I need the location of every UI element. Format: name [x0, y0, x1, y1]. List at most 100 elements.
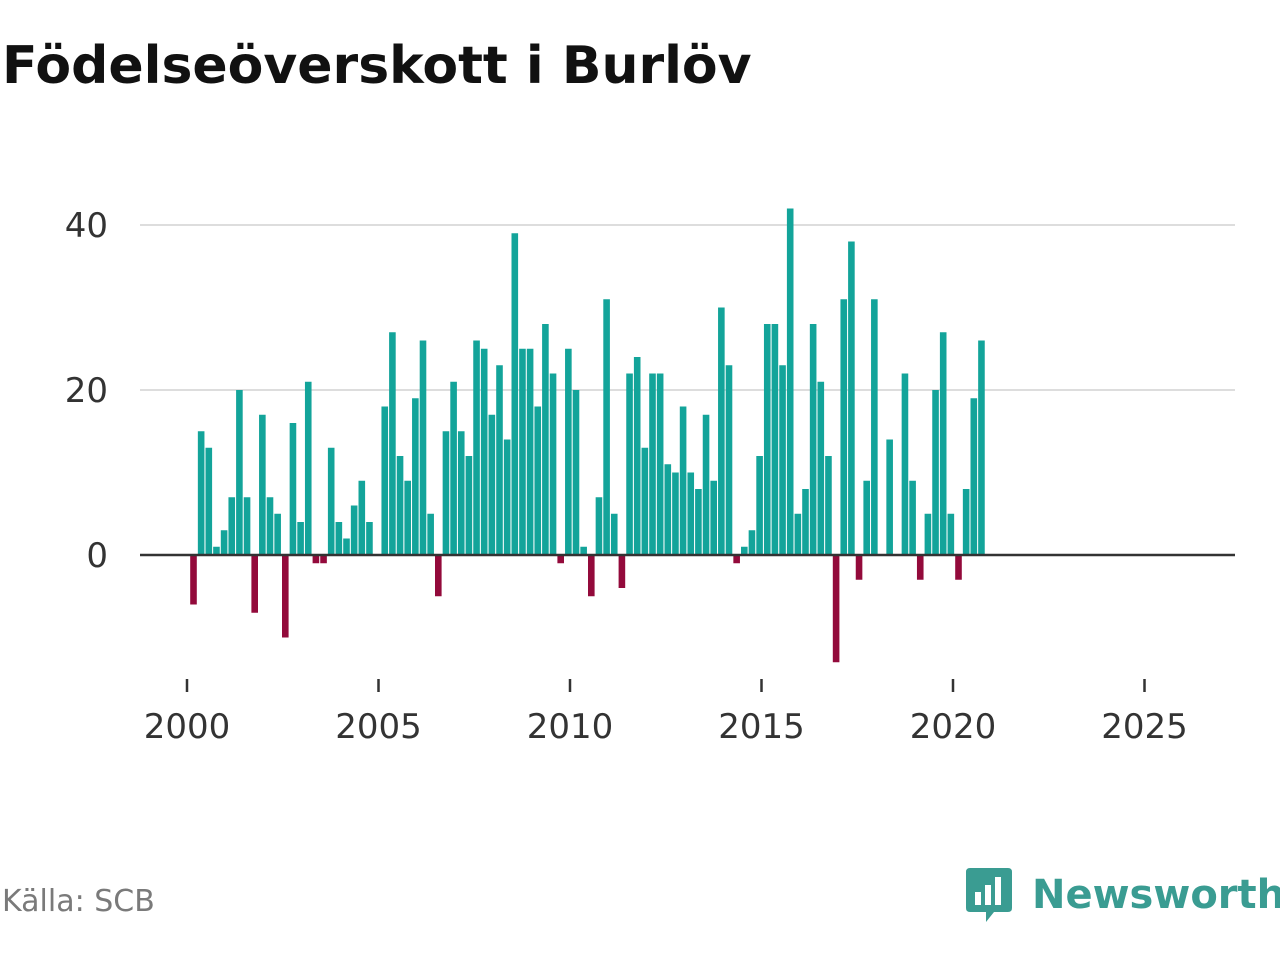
bar-positive: [672, 472, 679, 555]
bar-positive: [763, 324, 771, 555]
bar-negative: [282, 555, 289, 638]
bar-negative: [435, 555, 442, 597]
gridlines: [140, 224, 1235, 391]
bar-positive: [220, 530, 228, 555]
x-tick-label: 2000: [144, 707, 231, 747]
bar-positive: [748, 530, 756, 555]
bar-positive: [978, 340, 985, 555]
x-tick-label: 2005: [335, 707, 422, 747]
brand-logo: Newsworthy: [964, 866, 1280, 924]
chart-title: Födelseöverskott i Burlöv: [2, 36, 752, 96]
bar-positive: [503, 439, 511, 555]
bar-positive: [335, 522, 343, 555]
bar-positive: [274, 513, 281, 555]
bar-positive: [404, 480, 411, 555]
bar-positive: [534, 406, 542, 555]
bar-positive: [848, 241, 855, 555]
bar-positive: [649, 373, 656, 555]
bars: [190, 208, 985, 663]
bar-positive: [197, 431, 205, 555]
bar-positive: [457, 431, 465, 555]
bar-positive: [496, 365, 503, 555]
brand-name: Newsworthy: [1032, 872, 1280, 918]
bar-positive: [970, 398, 978, 555]
bar-positive: [412, 398, 419, 555]
bar-positive: [327, 447, 335, 555]
bar-positive: [350, 505, 358, 555]
bar-positive: [480, 348, 488, 555]
bar-positive: [962, 489, 970, 555]
bar-positive: [932, 390, 939, 555]
bar-positive: [580, 546, 587, 555]
bar-positive: [450, 381, 457, 555]
y-tick-label: 40: [65, 206, 108, 246]
bar-positive: [572, 390, 580, 555]
bar-negative: [251, 555, 258, 613]
bar-positive: [366, 522, 373, 555]
bar-positive: [542, 324, 549, 555]
bar-positive: [825, 456, 832, 555]
bar-negative: [312, 555, 320, 564]
bar-negative: [557, 555, 564, 564]
bar-positive: [358, 480, 366, 555]
bar-positive: [343, 538, 350, 555]
bar-positive: [641, 447, 649, 555]
bar-positive: [702, 414, 710, 555]
bar-positive: [304, 381, 312, 555]
bar-positive: [779, 365, 786, 555]
bar-positive: [266, 497, 274, 555]
bar-positive: [687, 472, 695, 555]
bar-positive: [718, 307, 725, 555]
bar-positive: [243, 497, 251, 555]
bar-positive: [213, 546, 220, 555]
bar-positive: [756, 456, 763, 555]
bar-negative: [618, 555, 626, 588]
bar-negative: [320, 555, 327, 564]
bar-positive: [909, 480, 916, 555]
y-tick-label: 20: [65, 371, 108, 411]
bar-positive: [236, 390, 243, 555]
bar-negative: [588, 555, 595, 597]
bar-positive: [595, 497, 603, 555]
bar-positive: [603, 299, 610, 555]
bar-positive: [427, 513, 434, 555]
bar-positive: [901, 373, 909, 555]
bar-positive: [419, 340, 427, 555]
bar-negative: [832, 555, 840, 663]
bar-positive: [924, 513, 932, 555]
bar-positive: [289, 423, 297, 555]
x-tick-label: 2020: [910, 707, 997, 747]
bar-negative: [955, 555, 962, 580]
bar-positive: [947, 513, 955, 555]
x-tick-label: 2015: [718, 707, 805, 747]
bar-positive: [886, 439, 893, 555]
bar-negative: [916, 555, 924, 580]
bar-positive: [656, 373, 664, 555]
bar-positive: [519, 348, 526, 555]
bar-negative: [855, 555, 863, 580]
bar-positive: [396, 456, 404, 555]
bar-positive: [664, 464, 672, 555]
bar-positive: [863, 480, 870, 555]
bar-positive: [465, 456, 473, 555]
bar-positive: [741, 546, 748, 555]
bar-positive: [610, 513, 618, 555]
bar-positive: [725, 365, 733, 555]
bar-positive: [939, 332, 947, 555]
x-tick-label: 2025: [1101, 707, 1188, 747]
y-tick-label: 0: [86, 536, 108, 576]
bar-positive: [526, 348, 534, 555]
bar-positive: [297, 522, 304, 555]
bar-negative: [733, 555, 740, 564]
bar-positive: [794, 513, 802, 555]
source-note: Källa: SCB: [2, 884, 155, 919]
bar-positive: [549, 373, 557, 555]
bar-positive: [511, 233, 519, 555]
bar-positive: [817, 381, 825, 555]
axes: 0 20 40 2000 2005 2010 2015 2020 2025: [65, 206, 1235, 747]
bar-positive: [809, 324, 817, 555]
x-tick-label: 2010: [527, 707, 614, 747]
bar-positive: [389, 332, 396, 555]
bar-positive: [626, 373, 633, 555]
bar-positive: [802, 489, 809, 555]
